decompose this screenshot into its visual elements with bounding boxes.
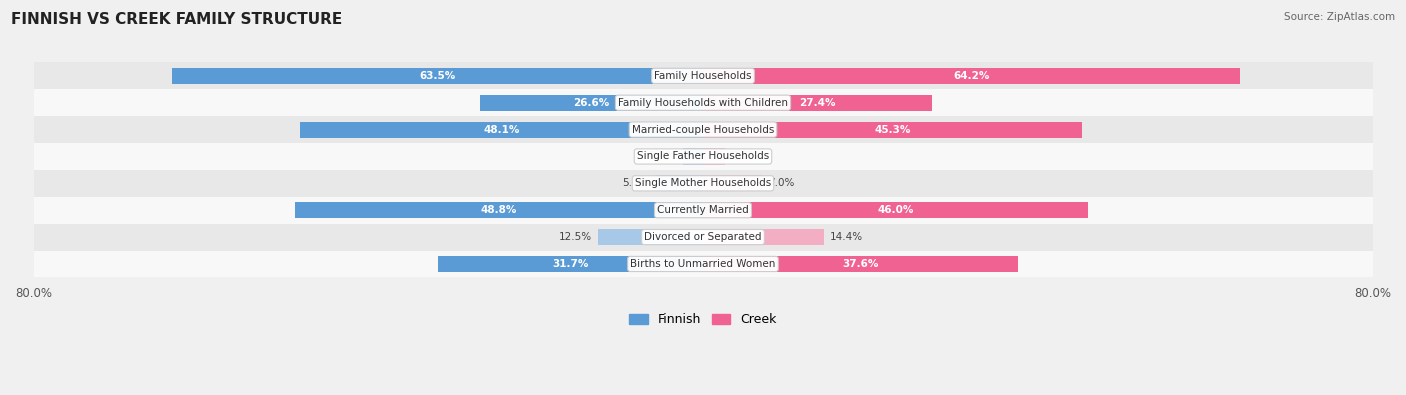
Bar bbox=[599, 229, 703, 245]
Bar bbox=[34, 197, 1372, 224]
Bar bbox=[703, 202, 1088, 218]
Text: 31.7%: 31.7% bbox=[553, 259, 589, 269]
Text: FINNISH VS CREEK FAMILY STRUCTURE: FINNISH VS CREEK FAMILY STRUCTURE bbox=[11, 12, 343, 27]
Text: Currently Married: Currently Married bbox=[657, 205, 749, 215]
Text: 64.2%: 64.2% bbox=[953, 71, 990, 81]
Bar bbox=[301, 122, 703, 137]
Bar bbox=[34, 89, 1372, 116]
Bar bbox=[295, 202, 703, 218]
Text: 5.7%: 5.7% bbox=[621, 178, 648, 188]
Text: Divorced or Separated: Divorced or Separated bbox=[644, 232, 762, 242]
Text: 14.4%: 14.4% bbox=[830, 232, 863, 242]
Text: Single Father Households: Single Father Households bbox=[637, 151, 769, 162]
Text: 26.6%: 26.6% bbox=[574, 98, 610, 108]
Text: 48.1%: 48.1% bbox=[484, 124, 520, 135]
Bar bbox=[703, 122, 1083, 137]
Text: Source: ZipAtlas.com: Source: ZipAtlas.com bbox=[1284, 12, 1395, 22]
Bar bbox=[703, 229, 824, 245]
Text: 37.6%: 37.6% bbox=[842, 259, 879, 269]
Text: 63.5%: 63.5% bbox=[419, 71, 456, 81]
Text: Births to Unmarried Women: Births to Unmarried Women bbox=[630, 259, 776, 269]
Text: 46.0%: 46.0% bbox=[877, 205, 914, 215]
Legend: Finnish, Creek: Finnish, Creek bbox=[624, 308, 782, 331]
Bar bbox=[703, 256, 1018, 272]
Text: 27.4%: 27.4% bbox=[800, 98, 837, 108]
Bar bbox=[34, 143, 1372, 170]
Text: Married-couple Households: Married-couple Households bbox=[631, 124, 775, 135]
Text: 45.3%: 45.3% bbox=[875, 124, 911, 135]
Bar bbox=[34, 170, 1372, 197]
Bar bbox=[683, 149, 703, 165]
Bar bbox=[172, 68, 703, 84]
Bar bbox=[655, 175, 703, 192]
Bar bbox=[703, 68, 1240, 84]
Bar bbox=[437, 256, 703, 272]
Bar bbox=[481, 95, 703, 111]
Bar bbox=[34, 250, 1372, 277]
Bar bbox=[34, 116, 1372, 143]
Bar bbox=[703, 95, 932, 111]
Text: Family Households with Children: Family Households with Children bbox=[619, 98, 787, 108]
Text: 2.4%: 2.4% bbox=[650, 151, 676, 162]
Bar bbox=[34, 224, 1372, 250]
Bar bbox=[703, 175, 762, 192]
Text: 2.6%: 2.6% bbox=[731, 151, 758, 162]
Text: Single Mother Households: Single Mother Households bbox=[636, 178, 770, 188]
Bar bbox=[703, 149, 724, 165]
Text: 48.8%: 48.8% bbox=[481, 205, 517, 215]
Text: Family Households: Family Households bbox=[654, 71, 752, 81]
Bar bbox=[34, 62, 1372, 89]
Text: 12.5%: 12.5% bbox=[558, 232, 592, 242]
Text: 7.0%: 7.0% bbox=[768, 178, 794, 188]
